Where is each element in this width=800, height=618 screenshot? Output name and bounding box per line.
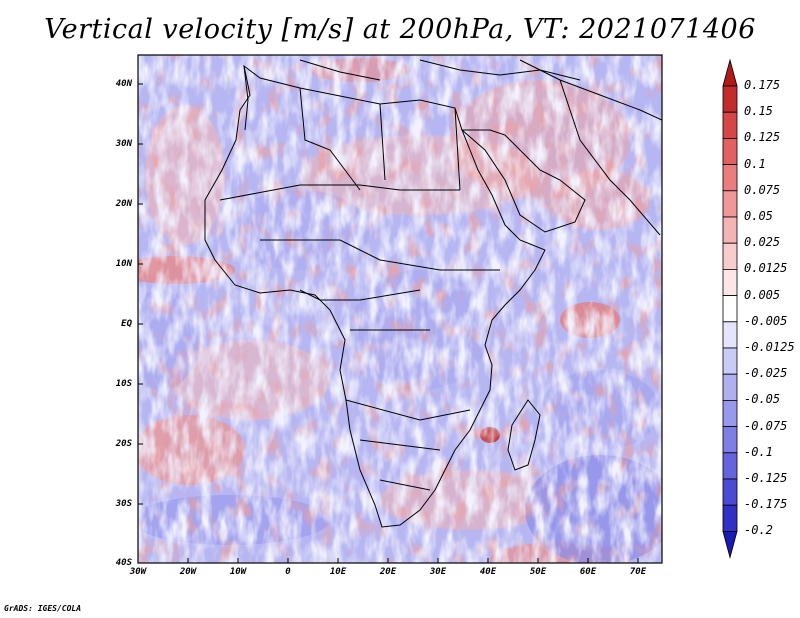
colorbar-swatch <box>722 190 738 218</box>
lon-label-50e: 50E <box>529 567 547 577</box>
colorbar-swatch <box>722 216 738 244</box>
lat-label-30s: 30S <box>115 499 132 509</box>
lat-label-20s: 20S <box>115 439 132 449</box>
colorbar-swatch <box>722 85 738 113</box>
colorbar-level-label: -0.075 <box>744 418 788 433</box>
lat-label-eq: EQ <box>121 319 132 329</box>
lon-label-20e: 20E <box>379 567 397 577</box>
colorbar-swatch <box>722 58 738 87</box>
lon-label-20w: 20W <box>179 567 197 577</box>
lon-label-30w: 30W <box>129 567 147 577</box>
colorbar-swatch <box>722 531 738 559</box>
lon-label-70e: 70E <box>629 567 647 577</box>
colorbar-level-label: 0.1 <box>744 156 766 171</box>
lat-label-20n: 20N <box>115 199 132 209</box>
colorbar-level-label: 0.125 <box>744 130 781 145</box>
lon-label-30e: 30E <box>429 567 447 577</box>
colorbar-level-label: 0.005 <box>744 287 781 302</box>
axis-ticks <box>138 83 639 563</box>
colorbar-swatch <box>722 268 738 296</box>
colorbar-level-label: 0.15 <box>744 104 773 119</box>
lat-label-10s: 10S <box>115 379 132 389</box>
colorbar-level-label: -0.2 <box>744 523 773 538</box>
lon-label-60e: 60E <box>579 567 597 577</box>
colorbar-swatch <box>722 373 738 401</box>
lat-label-30n: 30N <box>115 139 132 149</box>
colorbar-swatch <box>722 164 738 192</box>
lon-label-10w: 10W <box>229 567 247 577</box>
colorbar-swatch <box>722 242 738 270</box>
colorbar-swatch <box>722 504 738 532</box>
colorbar-level-label: -0.005 <box>744 313 788 328</box>
colorbar-swatch <box>722 452 738 480</box>
colorbar-swatch <box>722 478 738 506</box>
colorbar-level-label: -0.05 <box>744 392 781 407</box>
lon-label-10e: 10E <box>329 567 347 577</box>
colorbar-level-label: -0.025 <box>744 366 788 381</box>
colorbar-level-label: -0.1 <box>744 444 773 459</box>
colorbar-swatch <box>722 347 738 375</box>
colorbar-level-label: 0.05 <box>744 209 773 223</box>
colorbar-swatch <box>722 111 738 139</box>
colorbar-level-label: 0.025 <box>744 235 781 250</box>
coastlines <box>204 59 662 528</box>
colorbar-level-label: -0.175 <box>744 497 788 512</box>
plot-title: Vertical velocity [m/s] at 200hPa, VT: 2… <box>44 14 756 45</box>
lat-label-40n: 40N <box>115 79 132 89</box>
colorbar-swatch <box>722 399 738 427</box>
colorbar-level-label: 0.075 <box>744 182 781 197</box>
colorbar-swatch <box>722 137 738 165</box>
lat-label-40s: 40S <box>115 558 132 568</box>
colorbar-swatch <box>722 321 738 349</box>
lon-label-40e: 40E <box>479 567 497 577</box>
colorbar-level-label: 0.0125 <box>744 261 788 276</box>
lat-label-10n: 10N <box>115 259 132 269</box>
velocity-field <box>138 55 662 563</box>
colorbar-swatch <box>722 295 738 323</box>
lon-label-0: 0 <box>285 567 291 577</box>
grads-credit: GrADS: IGES/COLA <box>4 604 82 613</box>
colorbar-swatch <box>722 426 738 454</box>
colorbar-level-label: 0.175 <box>744 78 781 92</box>
colorbar-level-label: -0.0125 <box>744 340 795 354</box>
colorbar-level-label: -0.125 <box>744 471 788 485</box>
